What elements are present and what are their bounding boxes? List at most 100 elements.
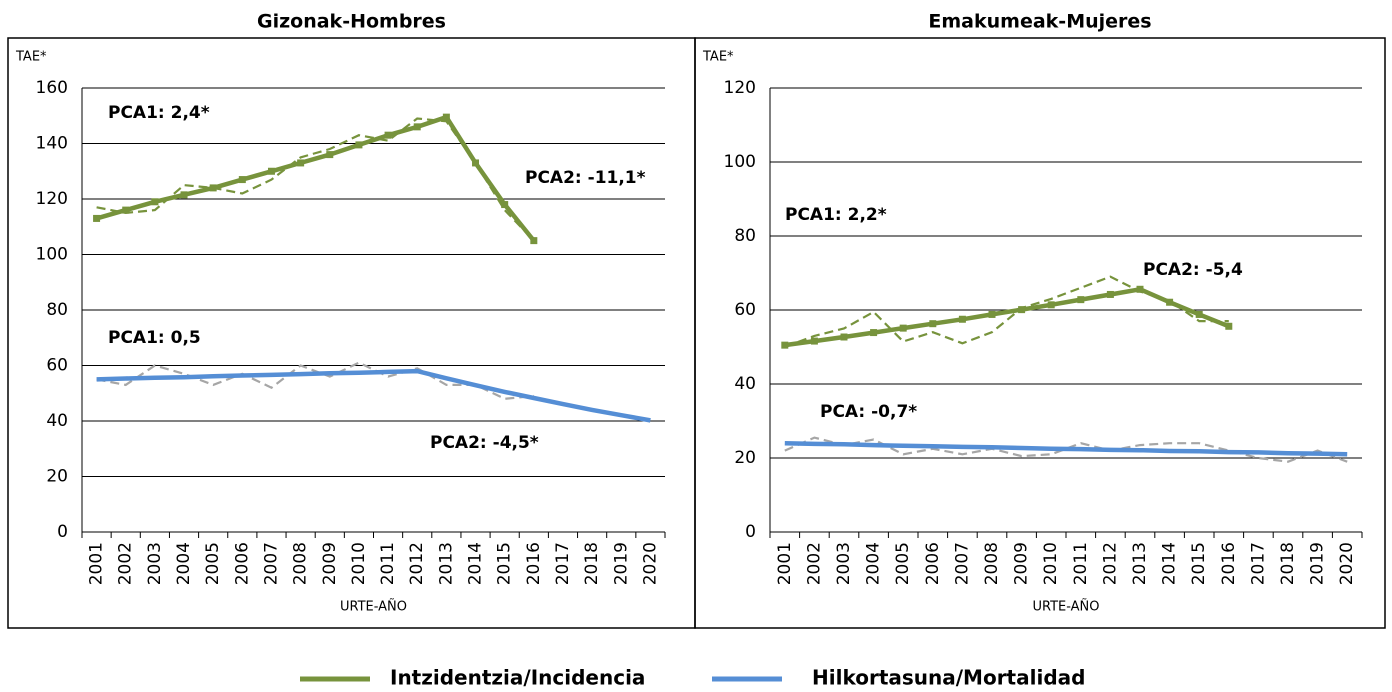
point-marker [297, 159, 305, 167]
x-tick-label: 2020 [640, 542, 660, 585]
x-tick-label: 2019 [1308, 542, 1328, 585]
y-tick-label: 120 [36, 189, 68, 209]
y-tick-label: 60 [734, 300, 756, 320]
x-tick-label: 2016 [524, 542, 544, 585]
point-marker [122, 206, 130, 214]
x-tick-label: 2006 [232, 542, 252, 585]
x-tick-label: 2011 [1071, 542, 1091, 585]
x-tick-label: 2011 [378, 542, 398, 585]
point-marker [781, 341, 789, 349]
annotation: PCA2: -4,5* [430, 433, 539, 453]
point-marker [355, 141, 363, 149]
x-tick-label: 2004 [864, 542, 884, 585]
x-tick-label: 2009 [320, 542, 340, 585]
observed-line [96, 117, 535, 242]
observed-line [96, 361, 534, 400]
point-marker [267, 167, 275, 175]
y-axis-label: TAE* [702, 50, 734, 65]
x-tick-label: 2018 [582, 542, 602, 585]
x-tick-label: 2003 [145, 542, 165, 585]
x-axis-label: URTE-AÑO [340, 599, 407, 615]
point-marker [810, 337, 818, 345]
y-tick-label: 100 [724, 152, 756, 172]
y-tick-label: 20 [734, 448, 756, 468]
legend-label: Intzidentzia/Incidencia [390, 666, 645, 690]
point-marker [899, 324, 907, 332]
x-tick-label: 2004 [174, 542, 194, 585]
fitted-line [95, 114, 536, 243]
x-tick-label: 2005 [893, 542, 913, 585]
point-marker [1047, 301, 1055, 309]
point-marker [958, 315, 966, 323]
point-marker [384, 131, 392, 139]
x-tick-label: 2007 [952, 542, 972, 585]
y-tick-label: 100 [36, 245, 68, 265]
x-tick-label: 2017 [1248, 542, 1268, 585]
point-marker [501, 201, 509, 209]
point-marker [209, 184, 217, 192]
point-marker [180, 191, 188, 199]
point-marker [326, 151, 334, 159]
x-tick-label: 2010 [1041, 542, 1061, 585]
annotation: PCA2: -11,1* [525, 168, 646, 188]
y-tick-label: 80 [734, 226, 756, 246]
x-tick-label: 2018 [1278, 542, 1298, 585]
annotation: PCA1: 0,5 [108, 328, 201, 348]
chart-title: Emakumeak-Mujeres [928, 11, 1151, 33]
fitted-line [784, 440, 1348, 457]
point-marker [151, 198, 159, 206]
x-tick-label: 2002 [804, 542, 824, 585]
x-tick-label: 2015 [1189, 542, 1209, 585]
observed-line [784, 436, 1348, 463]
annotation: PCA1: 2,4* [108, 103, 210, 123]
point-marker [870, 329, 878, 337]
x-tick-label: 2019 [611, 542, 631, 585]
point-marker [840, 333, 848, 341]
x-tick-label: 2001 [775, 542, 795, 585]
annotation: PCA2: -5,4 [1143, 260, 1243, 280]
y-tick-label: 60 [46, 356, 68, 376]
y-tick-label: 0 [57, 522, 68, 542]
x-tick-label: 2010 [349, 542, 369, 585]
x-tick-label: 2012 [407, 542, 427, 585]
chart-title: Gizonak-Hombres [257, 11, 446, 33]
x-tick-label: 2007 [261, 542, 281, 585]
annotation: PCA: -0,7* [820, 402, 917, 422]
x-tick-label: 2008 [291, 542, 311, 585]
point-marker [1166, 298, 1174, 306]
y-tick-label: 160 [36, 78, 68, 98]
x-tick-label: 2013 [436, 542, 456, 585]
x-tick-label: 2014 [1160, 542, 1180, 585]
x-tick-label: 2020 [1337, 542, 1357, 585]
x-tick-label: 2003 [834, 542, 854, 585]
point-marker [93, 214, 101, 222]
y-axis-label: TAE* [15, 50, 47, 65]
y-tick-label: 140 [36, 134, 68, 154]
point-marker [530, 237, 538, 245]
point-marker [413, 123, 421, 131]
x-tick-label: 2012 [1100, 542, 1120, 585]
x-tick-label: 2016 [1219, 542, 1239, 585]
annotation: PCA1: 2,2* [785, 205, 887, 225]
y-tick-label: 40 [734, 374, 756, 394]
point-marker [988, 310, 996, 318]
point-marker [472, 159, 480, 167]
y-tick-label: 40 [46, 411, 68, 431]
x-tick-label: 2015 [495, 542, 515, 585]
point-marker [1106, 290, 1114, 298]
x-tick-label: 2017 [553, 542, 573, 585]
chart-frame [694, 37, 1386, 629]
y-tick-label: 20 [46, 467, 68, 487]
fitted-line [784, 286, 1230, 348]
x-tick-label: 2014 [466, 542, 486, 585]
x-tick-label: 2006 [923, 542, 943, 585]
point-marker [238, 176, 246, 184]
x-tick-label: 2008 [982, 542, 1002, 585]
y-tick-label: 120 [724, 78, 756, 98]
legend-label: Hilkortasuna/Mortalidad [812, 666, 1085, 690]
point-marker [929, 320, 937, 328]
x-tick-label: 2002 [116, 542, 136, 585]
x-tick-label: 2005 [203, 542, 223, 585]
x-tick-label: 2013 [1130, 542, 1150, 585]
